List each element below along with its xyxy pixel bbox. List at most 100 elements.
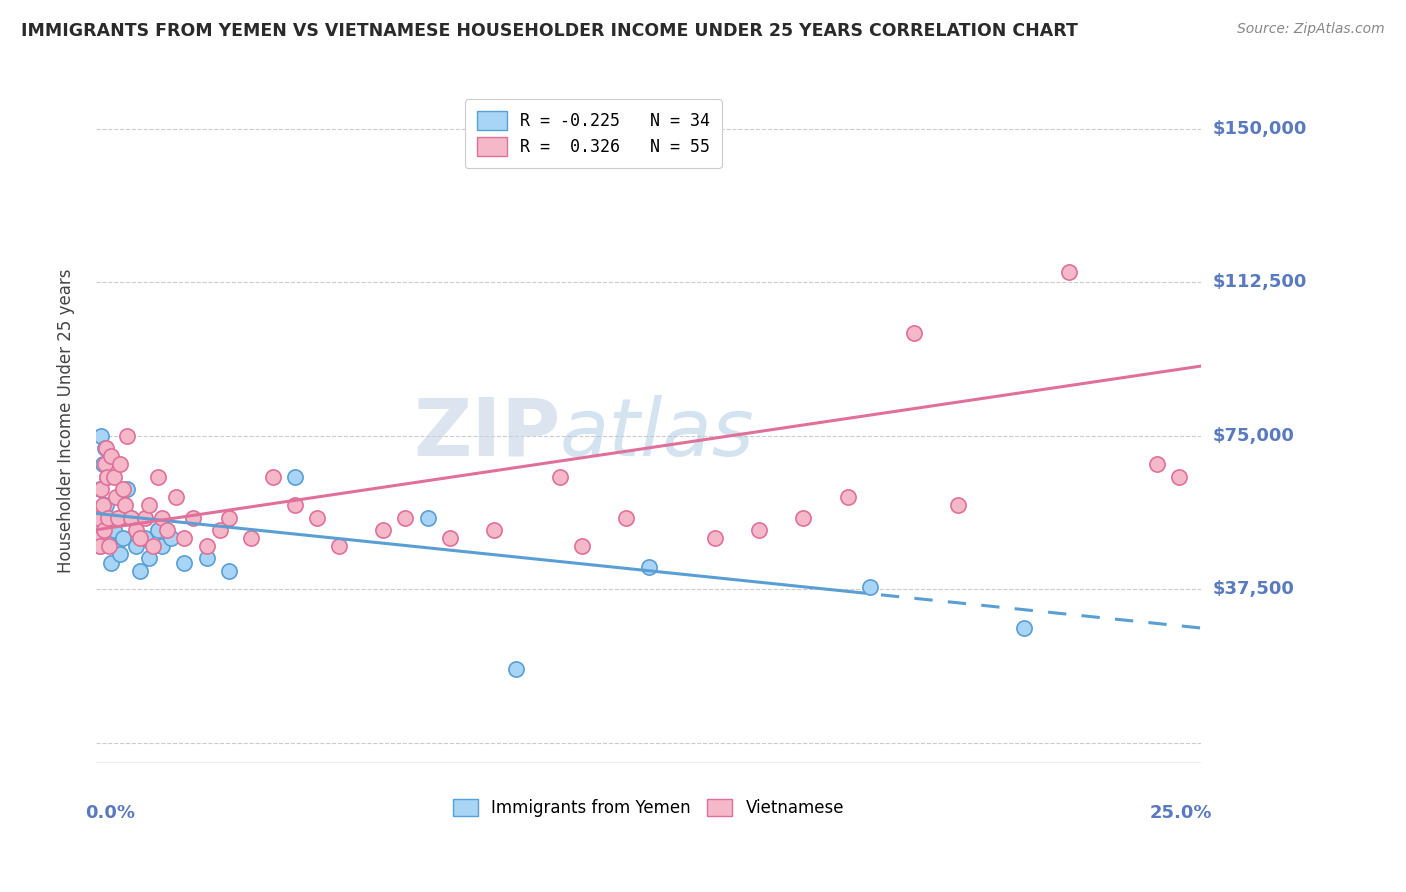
Point [98,539,121,553]
Point [156,523,179,537]
Point [859,580,882,594]
Point [125,523,148,537]
Point [125,539,148,553]
Point [129,531,152,545]
Point [571,539,593,553]
Point [218,510,240,524]
Point [637,559,659,574]
Text: $150,000: $150,000 [1212,120,1306,137]
Point [89,482,111,496]
Point [103,523,125,537]
Text: 25.0%: 25.0% [1150,805,1212,822]
Point [1146,458,1168,472]
Point [96,469,118,483]
Point [946,498,969,512]
Point [89,531,111,545]
Point [104,539,127,553]
Point [93,510,115,524]
Point [134,531,156,545]
Point [104,490,127,504]
Point [93,523,115,537]
Point [181,510,204,524]
Point [138,551,160,566]
Point [208,523,231,537]
Point [165,490,187,504]
Point [218,564,240,578]
Legend: Immigrants from Yemen, Vietnamese: Immigrants from Yemen, Vietnamese [446,792,851,823]
Point [115,482,138,496]
Point [284,498,307,512]
Point [903,326,925,341]
Point [111,482,134,496]
Point [134,510,156,524]
Point [195,551,218,566]
Point [96,469,118,483]
Point [94,498,117,512]
Point [1057,265,1080,279]
Point [239,531,262,545]
Point [129,564,152,578]
Point [548,469,571,483]
Point [138,498,160,512]
Text: $112,500: $112,500 [1212,273,1306,291]
Point [87,523,110,537]
Point [328,539,350,553]
Point [115,428,138,442]
Text: $37,500: $37,500 [1212,580,1294,599]
Point [91,498,114,512]
Point [91,458,114,472]
Point [94,441,117,455]
Text: $75,000: $75,000 [1212,426,1294,444]
Point [150,510,173,524]
Point [120,510,142,524]
Point [703,531,725,545]
Text: ZIP: ZIP [413,395,560,473]
Point [1168,469,1191,483]
Point [100,556,122,570]
Point [505,662,527,676]
Point [616,510,638,524]
Point [195,539,218,553]
Point [94,458,117,472]
Text: atlas: atlas [560,395,755,473]
Point [150,539,173,553]
Point [110,547,132,561]
Point [394,510,416,524]
Point [748,523,770,537]
Point [160,531,183,545]
Text: Source: ZipAtlas.com: Source: ZipAtlas.com [1237,22,1385,37]
Point [89,539,111,553]
Point [1014,621,1036,635]
Point [146,523,169,537]
Point [120,510,142,524]
Point [111,531,134,545]
Point [89,539,111,553]
Point [792,510,814,524]
Point [416,510,439,524]
Point [100,449,122,463]
Point [439,531,461,545]
Point [90,428,112,442]
Point [146,469,169,483]
Point [173,531,195,545]
Point [110,458,132,472]
Point [90,482,112,496]
Point [87,510,110,524]
Point [837,490,859,504]
Text: 0.0%: 0.0% [84,805,135,822]
Point [373,523,395,537]
Point [305,510,328,524]
Point [103,469,125,483]
Point [284,469,307,483]
Point [98,531,121,545]
Point [94,441,117,455]
Point [142,539,165,553]
Y-axis label: Householder Income Under 25 years: Householder Income Under 25 years [58,268,75,573]
Point [114,498,136,512]
Point [173,556,195,570]
Point [262,469,284,483]
Point [107,510,129,524]
Point [482,523,505,537]
Point [97,510,120,524]
Point [107,510,129,524]
